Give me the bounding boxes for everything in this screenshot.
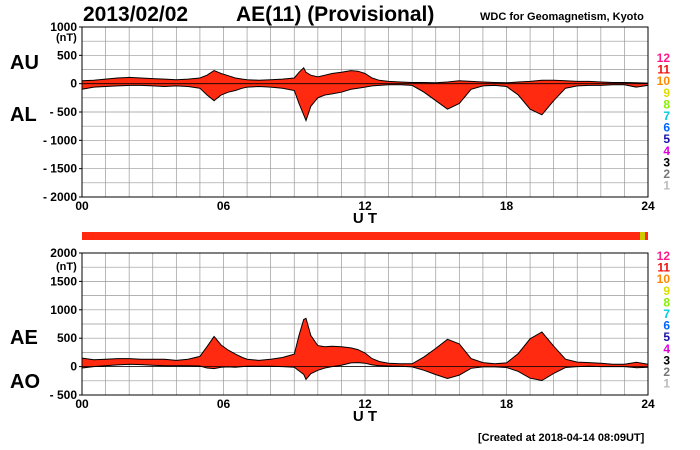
- station-legend-item: 10: [657, 74, 671, 88]
- station-legend-item: 4: [663, 342, 670, 356]
- station-legend-item: 5: [663, 132, 670, 146]
- x-axis-label: U T: [353, 408, 377, 425]
- station-legend-item: 1: [663, 377, 670, 391]
- y-tick-label: 500: [57, 331, 77, 345]
- ao-label: AO: [10, 371, 40, 393]
- series-line-ae: [81, 317, 649, 365]
- y-tick-label: - 1000: [43, 133, 77, 147]
- y-tick-label: 0: [70, 360, 77, 374]
- station-legend-item: 10: [657, 272, 671, 286]
- y-tick-label: - 500: [50, 388, 78, 402]
- index-title: AE(11) (Provisional): [236, 3, 435, 26]
- station-legend-item: 6: [663, 319, 670, 333]
- station-legend-item: 9: [663, 284, 670, 298]
- x-tick-label: 12: [358, 199, 372, 213]
- x-tick-label: 24: [641, 397, 655, 411]
- station-legend-item: 1: [663, 179, 670, 193]
- data-availability-bar: [82, 232, 648, 240]
- series-fill-area: [82, 318, 648, 381]
- unit-label-bottom: (nT): [56, 261, 77, 273]
- x-tick-label: 18: [500, 397, 514, 411]
- au-label: AU: [10, 52, 39, 74]
- x-axis-label: U T: [353, 210, 377, 227]
- plot-frame: [81, 252, 649, 396]
- created-timestamp: [Created at 2018-04-14 08:09UT]: [478, 432, 645, 444]
- y-tick-label: - 2000: [43, 190, 77, 204]
- station-legend-item: 6: [663, 121, 670, 135]
- station-legend-item: 7: [663, 307, 670, 321]
- x-tick-label: 24: [641, 199, 655, 213]
- x-tick-label: 06: [217, 199, 231, 213]
- series-line-al: [81, 84, 649, 122]
- station-legend-item: 11: [657, 63, 670, 77]
- y-tick-label: - 1500: [43, 162, 77, 176]
- ae-label: AE: [10, 327, 38, 349]
- y-tick-label: 2000: [50, 246, 77, 260]
- y-tick-label: 1000: [50, 303, 77, 317]
- station-legend-item: 9: [663, 86, 670, 100]
- al-label: AL: [10, 104, 37, 126]
- unit-label-top: (nT): [56, 32, 77, 44]
- station-legend-item: 7: [663, 109, 670, 123]
- series-line-ao: [81, 362, 649, 382]
- station-legend-item: 11: [657, 261, 670, 275]
- station-legend-item: 5: [663, 330, 670, 344]
- availability-bar-segment: [82, 232, 640, 240]
- x-tick-label: 00: [75, 397, 89, 411]
- availability-bar-segment: [645, 232, 648, 240]
- station-legend-item: 3: [663, 353, 670, 367]
- x-tick-label: 12: [358, 397, 372, 411]
- y-tick-label: 0: [70, 77, 77, 91]
- y-tick-label: - 500: [50, 105, 78, 119]
- organization-label: WDC for Geomagnetism, Kyoto: [480, 11, 644, 23]
- x-tick-label: 00: [75, 199, 89, 213]
- station-legend-item: 3: [663, 155, 670, 169]
- availability-bar-segment: [640, 232, 645, 240]
- y-tick-label: 500: [57, 48, 77, 62]
- station-legend-item: 2: [663, 365, 670, 379]
- y-tick-label: 1000: [50, 20, 77, 34]
- station-legend-item: 12: [657, 249, 671, 263]
- series-line-au: [81, 66, 649, 84]
- station-legend-item: 4: [663, 144, 670, 158]
- x-tick-label: 06: [217, 397, 231, 411]
- x-tick-label: 18: [500, 199, 514, 213]
- station-legend-item: 8: [663, 97, 670, 111]
- series-fill-area: [82, 67, 648, 121]
- station-legend-item: 12: [657, 51, 671, 65]
- station-legend-item: 2: [663, 167, 670, 181]
- y-tick-label: 1500: [50, 274, 77, 288]
- date-title: 2013/02/02: [83, 3, 189, 26]
- station-legend-item: 8: [663, 295, 670, 309]
